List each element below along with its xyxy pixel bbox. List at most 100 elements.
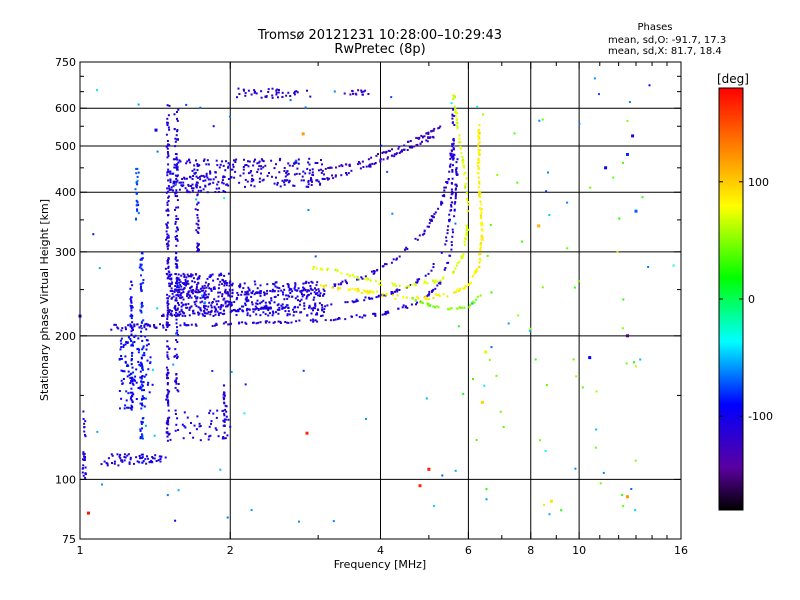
phase-point <box>275 89 278 92</box>
phase-point <box>478 152 481 155</box>
phase-point <box>237 309 239 312</box>
phase-point <box>416 295 419 298</box>
phase-point <box>452 147 455 150</box>
phase-point <box>425 132 428 135</box>
phase-point <box>281 291 284 294</box>
phase-point <box>380 144 383 147</box>
phase-point <box>438 295 441 297</box>
phase-point <box>183 323 186 326</box>
phase-point <box>189 176 192 179</box>
phase-point <box>167 420 170 423</box>
phase-point <box>140 274 142 277</box>
phase-point <box>162 314 165 317</box>
phase-point <box>374 162 377 164</box>
phase-point <box>485 488 488 491</box>
phase-point <box>153 325 156 328</box>
phase-point <box>455 171 458 174</box>
phase-point <box>480 216 483 219</box>
phase-point <box>323 293 326 295</box>
phase-point <box>141 339 144 342</box>
phase-point <box>446 229 449 232</box>
phase-point <box>227 184 230 187</box>
phase-point <box>176 291 179 294</box>
phase-point <box>436 280 439 283</box>
phase-point <box>223 412 226 415</box>
phase-point <box>174 208 176 211</box>
phase-point <box>190 305 193 308</box>
phase-point <box>167 196 170 199</box>
phase-point <box>135 398 138 400</box>
phase-point <box>337 283 340 286</box>
phase-point <box>196 278 199 281</box>
phase-point <box>175 164 178 167</box>
phase-point <box>166 208 169 211</box>
phase-point <box>314 287 316 290</box>
phase-point <box>351 287 354 290</box>
phase-point <box>194 208 197 211</box>
phase-point <box>477 157 480 160</box>
phase-point <box>325 284 327 287</box>
phase-point <box>244 92 247 94</box>
phase-point <box>172 185 175 188</box>
phase-point <box>344 318 347 321</box>
phase-point <box>228 115 231 118</box>
phase-point <box>130 313 133 316</box>
phase-point <box>361 93 364 96</box>
phase-point <box>225 292 228 295</box>
phase-point <box>333 283 336 286</box>
phase-point <box>166 121 169 124</box>
phase-point <box>213 305 216 308</box>
phase-point <box>139 436 142 438</box>
phase-point <box>166 371 169 374</box>
phase-point <box>439 282 442 285</box>
phase-point <box>122 344 125 347</box>
phase-point <box>361 316 364 319</box>
phase-point <box>223 312 226 315</box>
phase-point <box>398 152 401 154</box>
phase-point <box>443 195 446 198</box>
phase-point <box>234 161 237 163</box>
phase-point <box>391 294 394 297</box>
phase-point <box>227 165 230 168</box>
phase-point <box>308 157 311 160</box>
phase-point <box>452 94 455 97</box>
phase-point <box>177 489 180 492</box>
phase-point <box>130 408 133 411</box>
phase-point <box>140 258 143 261</box>
phase-point <box>315 284 318 287</box>
phase-point <box>306 167 309 170</box>
phase-point <box>472 300 475 303</box>
phase-point <box>82 453 85 456</box>
phase-point <box>176 130 179 133</box>
phase-point <box>545 190 548 193</box>
phase-point <box>223 424 226 427</box>
phase-point <box>135 199 138 202</box>
phase-point <box>167 190 170 193</box>
phase-point <box>203 284 206 287</box>
phase-point <box>169 309 171 312</box>
phase-point <box>197 281 200 284</box>
phase-point <box>84 433 86 436</box>
phase-point <box>478 124 481 126</box>
phase-point <box>138 363 141 366</box>
phase-point <box>451 177 454 180</box>
phase-point <box>222 164 225 167</box>
phase-point <box>393 153 396 156</box>
phase-point <box>394 297 397 300</box>
phase-point <box>283 181 286 184</box>
phase-point <box>248 160 251 163</box>
phase-point <box>147 343 150 346</box>
phase-point <box>130 299 133 302</box>
phase-point <box>176 282 179 285</box>
phase-point <box>147 368 150 371</box>
phase-point <box>193 172 196 175</box>
phase-point <box>174 307 177 310</box>
phase-point <box>207 183 210 186</box>
phase-point <box>214 307 217 310</box>
phase-point <box>404 306 407 309</box>
phase-point <box>202 174 205 177</box>
phase-point <box>254 158 256 161</box>
phase-point <box>477 143 480 146</box>
phase-point <box>199 106 202 109</box>
phase-point <box>134 375 137 378</box>
